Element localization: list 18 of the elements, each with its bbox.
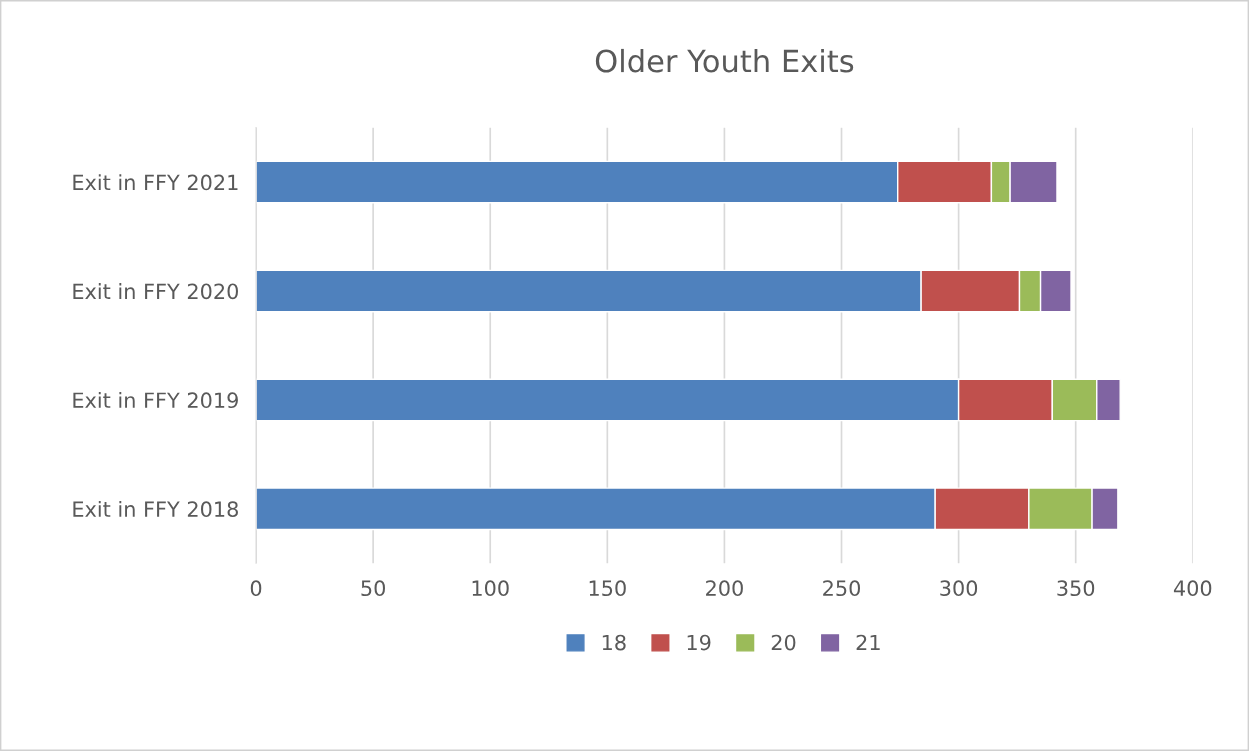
y-tick-label: Exit in FFY 2018: [73, 500, 238, 518]
x-tick-label: 250: [823, 580, 861, 597]
legend-label: 18: [602, 634, 626, 651]
x-tick-label: 0: [250, 580, 262, 597]
y-tick-label: Exit in FFY 2021: [73, 174, 238, 191]
legend-label: 19: [687, 634, 711, 651]
x-tick-label: 400: [1173, 580, 1212, 597]
y-tick-label: Exit in FFY 2020: [73, 283, 238, 300]
x-tick-label: 350: [1057, 580, 1095, 597]
x-tick-label: 150: [589, 580, 626, 597]
legend-label: 21: [856, 634, 880, 651]
y-tick-label: Exit in FFY 2019: [73, 391, 238, 409]
legend-label: 20: [771, 634, 796, 651]
x-tick-label: 50: [361, 580, 386, 597]
x-tick-label: 300: [940, 580, 978, 597]
x-tick-label: 200: [706, 580, 743, 597]
chart-title: Older Youth Exits: [595, 48, 854, 73]
x-tick-label: 100: [472, 580, 509, 597]
